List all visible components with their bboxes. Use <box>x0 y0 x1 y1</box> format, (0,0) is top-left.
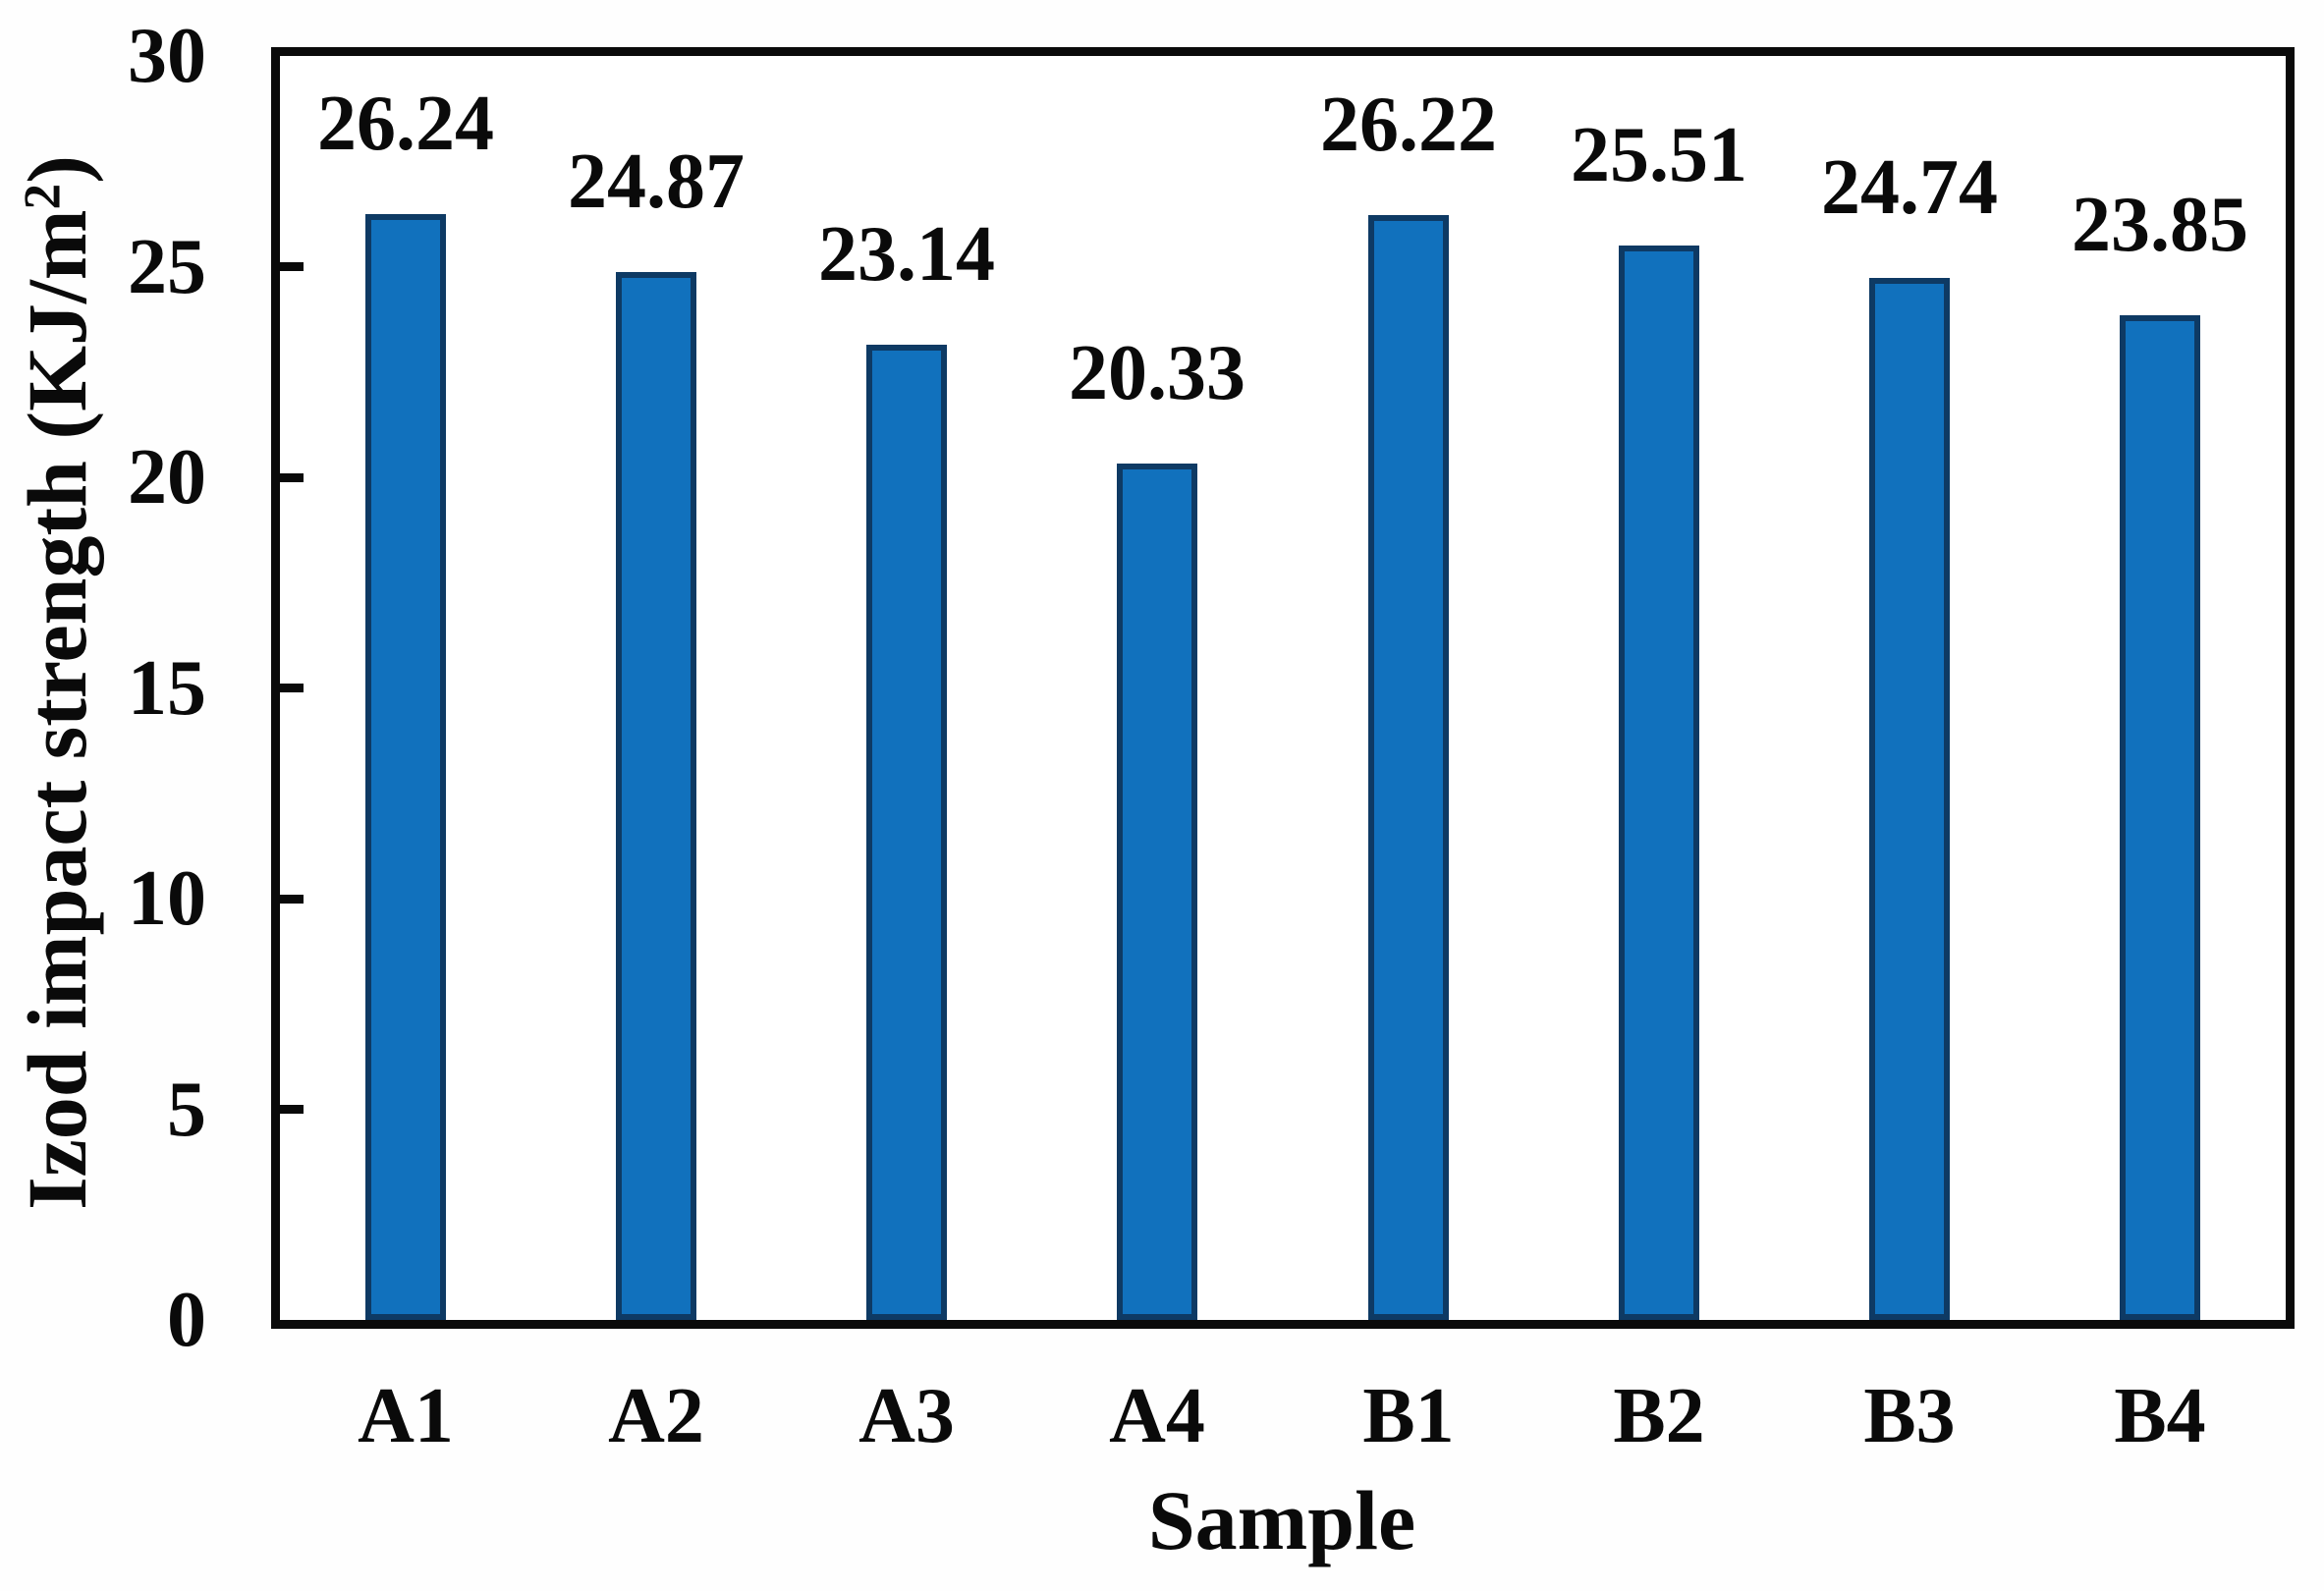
y-tick-label-30: 30 <box>128 13 206 99</box>
y-tick-label-25: 25 <box>128 224 206 310</box>
value-label-B3: 24.74 <box>1821 144 1998 231</box>
x-tick-label-B4: B4 <box>2114 1373 2206 1459</box>
bar-B4 <box>2120 315 2200 1320</box>
y-tick-label-20: 20 <box>128 434 206 521</box>
x-tick-label-B3: B3 <box>1863 1373 1956 1459</box>
y-axis-tick-mark <box>280 1105 304 1114</box>
value-label-B1: 26.22 <box>1320 82 1497 168</box>
bar-B2 <box>1619 246 1699 1320</box>
x-tick-label-B2: B2 <box>1613 1373 1705 1459</box>
value-label-A3: 23.14 <box>818 211 995 298</box>
y-tick-label-0: 0 <box>167 1277 206 1363</box>
y-axis-title-close: ) <box>10 155 104 184</box>
y-axis-tick-mark <box>280 684 304 692</box>
value-label-A4: 20.33 <box>1069 330 1245 416</box>
bar-B3 <box>1869 278 1950 1320</box>
x-tick-label-A2: A2 <box>608 1373 704 1459</box>
y-axis-tick-mark <box>280 894 304 904</box>
y-tick-label-10: 10 <box>128 855 206 942</box>
x-tick-label-B1: B1 <box>1362 1373 1455 1459</box>
y-axis-title-superscript: 2 <box>12 183 72 210</box>
x-axis-title: Sample <box>1147 1473 1416 1567</box>
bar-A2 <box>616 272 696 1320</box>
bar-A4 <box>1117 464 1197 1320</box>
x-tick-label-A4: A4 <box>1109 1373 1205 1459</box>
y-axis-tick-mark <box>280 472 304 482</box>
value-label-B2: 25.51 <box>1571 112 1747 198</box>
y-tick-label-5: 5 <box>167 1067 206 1153</box>
bar-A1 <box>365 214 446 1320</box>
bar-A3 <box>866 345 947 1320</box>
y-tick-label-15: 15 <box>128 645 206 732</box>
y-axis-tick-mark <box>280 262 304 271</box>
value-label-A1: 26.24 <box>317 81 494 167</box>
x-tick-label-A3: A3 <box>858 1373 955 1459</box>
bar-B1 <box>1368 215 1449 1320</box>
plot-area: 26.24 24.87 23.14 20.33 26.22 25.51 24.74 23.85 <box>271 47 2295 1329</box>
value-label-B4: 23.85 <box>2072 182 2248 268</box>
value-label-A2: 24.87 <box>568 138 745 225</box>
x-tick-label-A1: A1 <box>358 1373 454 1459</box>
